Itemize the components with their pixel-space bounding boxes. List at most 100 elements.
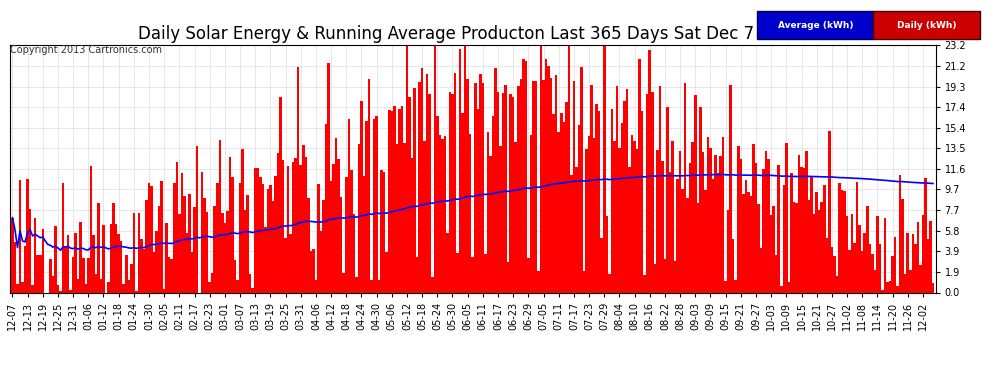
Bar [100,279,102,292]
Bar [234,260,237,292]
Bar [458,49,461,292]
Bar [681,189,684,292]
Bar [466,79,469,292]
Bar [352,214,355,292]
Bar [800,166,803,292]
Bar [367,80,370,292]
Bar [244,210,247,292]
Bar [59,291,61,292]
Bar [79,222,82,292]
Bar [102,225,105,292]
Bar [730,85,732,292]
Bar [697,203,699,292]
Bar [380,170,383,292]
Bar [183,196,186,292]
Bar [912,234,914,292]
Bar [540,45,543,292]
Bar [868,244,871,292]
Bar [186,233,188,292]
Bar [242,149,244,292]
Bar [894,237,896,292]
Bar [785,143,788,292]
Bar [39,255,42,292]
Bar [312,249,315,292]
Bar [237,280,239,292]
Bar [254,168,256,292]
Bar [279,97,282,292]
Bar [343,273,345,292]
Bar [448,92,451,292]
Bar [899,176,902,292]
Bar [757,204,759,292]
Bar [585,149,588,292]
Bar [544,59,547,292]
Bar [747,192,749,292]
Bar [165,223,168,292]
Bar [393,106,396,292]
Bar [848,250,850,292]
Bar [547,66,549,292]
Bar [396,144,398,292]
Bar [125,255,128,292]
Bar [588,136,590,292]
Bar [50,259,51,292]
Bar [426,74,429,292]
Bar [686,198,689,292]
Bar [621,123,624,292]
Bar [608,274,611,292]
Bar [603,45,606,292]
Bar [520,79,522,292]
Bar [907,233,909,292]
Bar [527,258,530,292]
Bar [419,82,421,292]
Bar [471,257,474,292]
Bar [876,216,879,292]
Bar [884,218,886,292]
Bar [896,286,899,292]
Bar [641,111,644,292]
Bar [613,141,616,292]
Bar [27,178,29,292]
Bar [727,210,730,292]
Bar [476,109,479,292]
Bar [674,261,676,292]
Bar [274,176,277,292]
Bar [51,276,54,292]
Bar [388,110,390,292]
Bar [788,282,790,292]
Bar [456,253,458,292]
Bar [567,45,570,292]
Bar [863,233,866,292]
Bar [512,97,515,292]
Bar [19,180,21,292]
Bar [434,45,436,292]
Bar [679,151,681,292]
Bar [261,184,264,292]
Bar [378,280,380,292]
Bar [709,148,712,292]
Bar [133,213,135,292]
Bar [839,183,841,292]
Bar [429,94,431,292]
Bar [160,182,163,292]
Bar [97,203,100,292]
Bar [517,86,520,292]
Bar [173,183,175,292]
Bar [616,86,618,292]
Bar [355,277,357,292]
Bar [29,209,32,292]
Bar [902,199,904,292]
Bar [163,290,165,292]
Bar [790,172,793,292]
Bar [502,93,504,292]
Bar [772,206,775,292]
Bar [555,75,557,292]
Bar [757,11,873,39]
Bar [653,264,656,292]
Bar [360,101,362,292]
Bar [694,94,697,292]
Bar [256,168,259,292]
Bar [886,282,889,292]
Bar [271,201,274,292]
Bar [699,107,702,292]
